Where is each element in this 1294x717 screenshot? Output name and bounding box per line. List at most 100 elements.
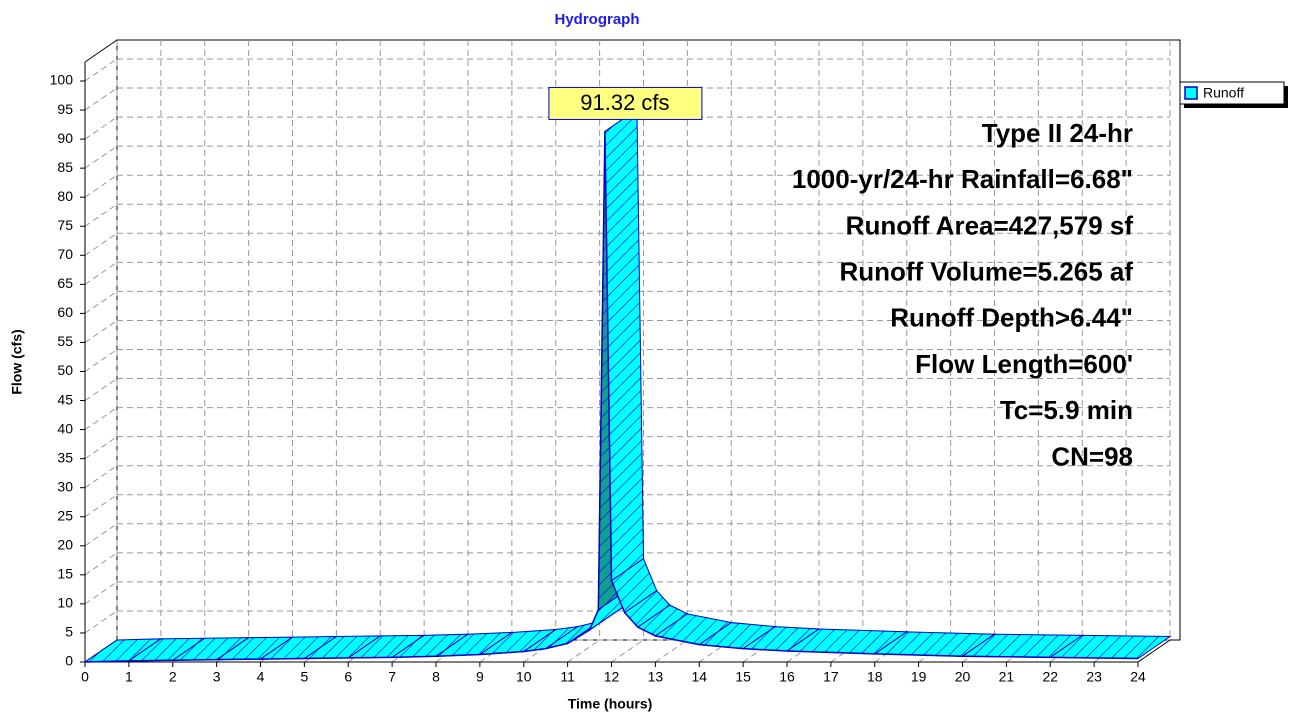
grid-line <box>84 174 118 198</box>
annotation: Tc=5.9 min <box>1000 395 1133 425</box>
y-tick-label: 80 <box>57 188 73 204</box>
back-wall <box>116 39 1181 641</box>
x-tick-label: 17 <box>823 669 839 685</box>
x-tick-label: 12 <box>604 669 620 685</box>
x-tick-label: 15 <box>735 669 751 685</box>
annotation: Runoff Depth>6.44" <box>890 303 1133 333</box>
ribbon-hatch <box>743 626 819 651</box>
grid-line <box>84 407 118 431</box>
grid-line <box>84 232 118 256</box>
x-tick-label: 11 <box>560 669 575 685</box>
x-tick-label: 24 <box>1130 669 1146 685</box>
grid-line <box>655 639 688 663</box>
x-tick-label: 14 <box>691 669 707 685</box>
y-tick-label: 90 <box>57 130 73 146</box>
x-tick-label: 18 <box>867 669 883 685</box>
annotation: Runoff Area=427,579 sf <box>846 210 1134 240</box>
x-tick-label: 0 <box>81 669 89 685</box>
x-tick-label: 8 <box>432 669 440 685</box>
ribbon-hatch <box>216 637 293 660</box>
grid-line <box>84 349 118 372</box>
y-tick-label: 20 <box>57 537 73 553</box>
y-tick-label: 45 <box>57 391 73 407</box>
ribbon-hatch <box>304 635 381 659</box>
ribbon-hatch <box>172 637 249 661</box>
y-tick-label: 60 <box>57 304 73 320</box>
y-tick-label: 85 <box>57 159 73 175</box>
x-tick-label: 20 <box>955 669 971 685</box>
x-tick-label: 10 <box>516 669 532 685</box>
x-tick-label: 16 <box>779 669 795 685</box>
grid-line <box>84 378 118 401</box>
x-axis-title: Time (hours) <box>568 696 653 712</box>
grid-line <box>84 494 118 518</box>
peak-label: 91.32 cfs <box>580 90 669 115</box>
ribbon-hatch <box>392 634 468 658</box>
x-tick-label: 19 <box>911 669 927 685</box>
x-tick-label: 5 <box>300 669 308 685</box>
y-tick-label: 75 <box>57 217 73 233</box>
x-tick-label: 23 <box>1086 669 1102 685</box>
axis-line <box>1137 639 1171 663</box>
grid-line <box>84 320 118 343</box>
y-tick-label: 70 <box>57 246 73 262</box>
grid-line <box>84 290 118 314</box>
grid-line <box>84 610 118 634</box>
y-tick-label: 35 <box>57 449 73 465</box>
y-tick-label: 50 <box>57 362 73 378</box>
annotation: Runoff Volume=5.265 af <box>839 256 1133 286</box>
series-line <box>84 131 1139 663</box>
grid-line <box>84 261 118 285</box>
ribbon-hatch <box>128 638 205 661</box>
ribbon-hatch <box>348 635 425 658</box>
grid-line <box>567 639 600 663</box>
x-tick-label: 22 <box>1042 669 1058 685</box>
x-tick-label: 21 <box>999 669 1015 685</box>
ribbon-hatch <box>479 629 556 655</box>
axis-line <box>84 39 118 63</box>
grid-line <box>84 203 118 227</box>
x-tick-label: 3 <box>213 669 221 685</box>
grid-line <box>84 58 118 82</box>
y-axis-title: Flow (cfs) <box>9 329 25 394</box>
annotation: Flow Length=600' <box>915 349 1133 379</box>
ribbon-hatch <box>523 626 578 652</box>
ribbon-hatch <box>85 638 161 662</box>
legend-box <box>1179 81 1285 105</box>
annotation: CN=98 <box>1051 441 1133 471</box>
ribbon-hatch <box>436 632 512 657</box>
ribbon-hatch <box>624 590 670 628</box>
grid-line <box>84 552 118 576</box>
y-tick-label: 15 <box>57 566 73 582</box>
ribbon-hatch <box>260 636 337 660</box>
grid-line <box>84 523 118 547</box>
x-tick-label: 2 <box>169 669 177 685</box>
y-tick-label: 5 <box>65 624 73 640</box>
grid-line <box>84 436 118 460</box>
x-tick-label: 4 <box>257 669 265 685</box>
ribbon-hatch <box>637 605 688 636</box>
ribbon-hatch <box>699 622 776 649</box>
y-tick-label: 100 <box>50 72 74 88</box>
grid-line <box>84 465 118 489</box>
y-tick-label: 40 <box>57 420 73 436</box>
ribbon-hatch <box>545 621 600 649</box>
y-tick-label: 30 <box>57 478 73 494</box>
peak-label-box <box>548 86 703 120</box>
y-tick-label: 55 <box>57 333 73 349</box>
ribbon-hatch <box>655 613 732 645</box>
ribbon-hatch <box>787 628 907 654</box>
legend-swatch <box>1184 86 1198 100</box>
grid-line <box>84 581 118 605</box>
y-tick-label: 0 <box>65 653 73 669</box>
grid-line <box>84 145 118 169</box>
ribbon-hatch <box>611 558 657 613</box>
legend-label: Runoff <box>1203 85 1244 101</box>
ribbon-hatch <box>604 109 644 581</box>
grid-line <box>84 87 118 111</box>
y-tick-label: 10 <box>57 595 73 611</box>
x-tick-label: 7 <box>388 669 396 685</box>
annotation: Type II 24-hr <box>982 118 1133 148</box>
grid-line <box>84 116 118 140</box>
